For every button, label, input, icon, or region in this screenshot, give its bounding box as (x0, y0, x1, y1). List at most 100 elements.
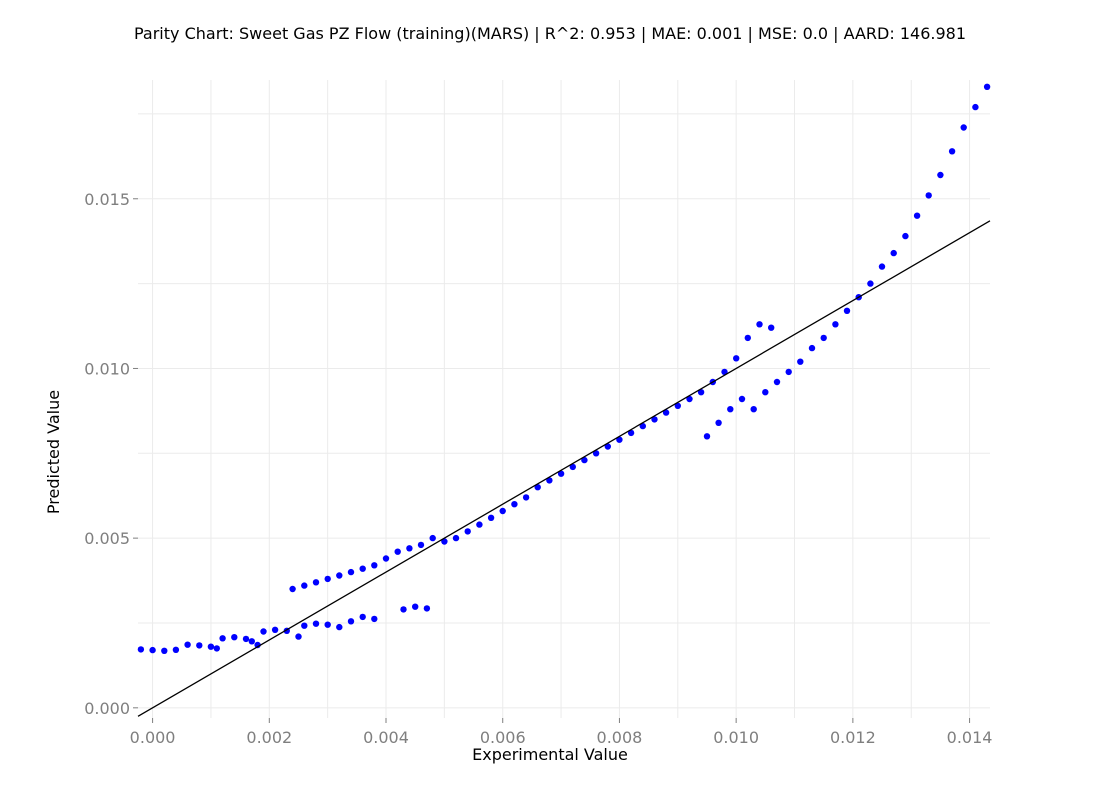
data-point (184, 641, 191, 648)
data-point (347, 568, 355, 576)
data-point (260, 628, 267, 635)
data-point (289, 585, 296, 593)
data-point (972, 103, 979, 111)
data-point (522, 494, 530, 501)
data-point (161, 647, 168, 654)
data-point (733, 355, 740, 362)
x-tick-label: 0.010 (713, 728, 759, 747)
x-tick-label: 0.014 (947, 728, 993, 747)
data-point (441, 538, 448, 545)
data-point (727, 406, 734, 413)
data-point (464, 528, 471, 535)
data-point (312, 620, 320, 627)
x-tick-label: 0.004 (363, 728, 409, 747)
data-point (546, 477, 553, 484)
data-point (394, 548, 401, 555)
data-point (254, 641, 261, 649)
data-point (406, 545, 413, 552)
data-point (557, 470, 565, 477)
data-point (196, 642, 203, 649)
parity-line (137, 220, 991, 717)
data-point (604, 443, 611, 450)
data-point (295, 633, 302, 640)
data-point (324, 621, 331, 628)
data-point (569, 463, 576, 471)
data-point (674, 402, 681, 409)
data-point (744, 334, 751, 342)
data-point (616, 436, 623, 443)
data-point (662, 409, 670, 416)
data-point (400, 606, 407, 613)
x-tick-label: 0.012 (830, 728, 876, 747)
data-point (913, 212, 921, 219)
data-point (312, 579, 320, 586)
data-point (948, 148, 956, 155)
data-point (639, 422, 646, 430)
data-point (878, 263, 886, 270)
data-point (242, 635, 250, 643)
data-point (172, 646, 180, 653)
data-point (359, 565, 366, 572)
data-point (347, 618, 355, 625)
data-point (750, 406, 757, 413)
data-point (651, 416, 658, 423)
data-point (207, 643, 215, 650)
data-point (213, 645, 220, 652)
data-point (902, 232, 909, 240)
data-point (697, 389, 705, 396)
data-point (581, 456, 588, 464)
data-point (797, 358, 804, 365)
data-point (452, 534, 460, 542)
grid-lines (138, 80, 990, 718)
y-tick-label: 0.005 (84, 529, 130, 548)
data-point (301, 582, 308, 589)
y-tick-label: 0.015 (84, 190, 130, 209)
data-point (686, 395, 693, 403)
data-point (762, 389, 769, 396)
data-point (423, 605, 431, 612)
data-point (808, 344, 816, 352)
data-point (487, 514, 495, 521)
data-point (534, 484, 541, 491)
data-point (627, 429, 635, 437)
data-point (371, 562, 378, 569)
data-point (785, 368, 792, 376)
data-point (703, 433, 711, 440)
data-point (371, 615, 378, 623)
data-point (248, 638, 255, 645)
data-point (937, 171, 944, 179)
data-point (429, 534, 436, 542)
data-point (592, 450, 600, 457)
chart-title: Parity Chart: Sweet Gas PZ Flow (trainin… (133, 24, 966, 43)
data-point (412, 603, 419, 610)
data-point (476, 521, 483, 528)
y-axis-ticks: 0.000 0.005 0.010 0.015 (84, 190, 138, 718)
data-point (137, 646, 145, 653)
data-point (499, 507, 506, 515)
data-point (756, 321, 763, 328)
data-point (511, 501, 518, 508)
data-point (715, 419, 722, 426)
x-axis-ticks: 0.000 0.002 0.004 0.006 0.008 0.010 0.012 0.014 (130, 718, 993, 747)
data-point (336, 623, 343, 631)
data-point (768, 324, 775, 331)
data-point (324, 575, 331, 583)
data-point (271, 626, 279, 633)
data-point (820, 334, 827, 342)
data-point (301, 622, 308, 629)
data-point (149, 646, 156, 654)
data-point (231, 634, 238, 641)
data-point (843, 307, 851, 314)
data-point (721, 368, 728, 376)
data-point (925, 192, 932, 199)
x-tick-label: 0.008 (597, 728, 643, 747)
data-point (983, 83, 991, 91)
data-point (738, 395, 746, 403)
data-point (417, 541, 425, 549)
x-tick-label: 0.006 (480, 728, 526, 747)
data-point (336, 572, 343, 579)
data-point (359, 613, 366, 621)
x-axis-label: Experimental Value (472, 745, 628, 764)
data-point (382, 555, 390, 562)
